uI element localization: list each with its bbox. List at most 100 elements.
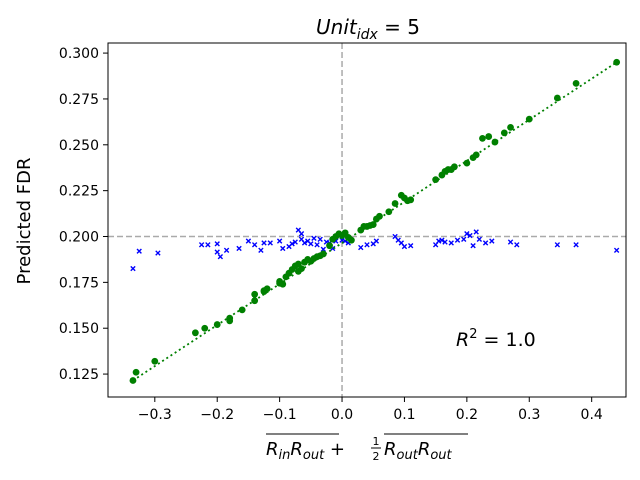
green-circle-point	[251, 290, 259, 298]
blue-x-point	[613, 247, 620, 253]
y-tick-label: 0.125	[59, 367, 99, 383]
green-circle-point	[279, 280, 287, 288]
y-tick-label: 0.200	[59, 230, 99, 246]
blue-x-point	[198, 242, 205, 248]
title-base: Unit	[316, 15, 358, 39]
green-circle-point	[369, 221, 377, 228]
green-circle-point	[391, 200, 399, 207]
x-tick-label: 0.2	[456, 407, 478, 423]
blue-x-point	[301, 240, 308, 246]
x-label-plus: +	[324, 439, 345, 460]
green-circle-point	[132, 368, 140, 376]
y-axis-label: Predicted FDR	[14, 158, 35, 285]
blue-x-point	[317, 236, 323, 242]
blue-x-point	[251, 242, 258, 248]
blue-x-point	[467, 232, 473, 239]
green-circle-point	[251, 297, 259, 305]
chart-title: Unitidx = 5	[316, 15, 420, 43]
green-circle-point	[432, 176, 440, 184]
blue-x-point	[205, 242, 211, 248]
blue-x-point	[373, 238, 380, 244]
blue-x-point	[507, 239, 514, 245]
y-tick-label: 0.175	[59, 275, 99, 291]
x-tick-label: −0.3	[138, 407, 172, 423]
y-tick-label: 0.275	[59, 92, 99, 108]
green-circle-point	[507, 123, 514, 131]
green-circle-point	[407, 196, 415, 204]
x-label-term2-sub2: out	[430, 448, 452, 463]
green-circle-point	[450, 163, 458, 171]
x-label-term2-sub1: out	[397, 448, 419, 463]
green-circle-point	[376, 212, 383, 220]
y-tick-label: 0.300	[59, 46, 99, 62]
blue-x-point	[276, 238, 283, 244]
blue-x-point	[155, 250, 161, 256]
svg-text:RoutRout: RoutRout	[384, 439, 453, 463]
green-circle-point	[129, 377, 137, 384]
blue-x-point	[320, 246, 327, 253]
green-circle-point	[326, 242, 333, 250]
blue-x-point	[454, 237, 461, 243]
green-circle-point	[613, 58, 621, 66]
blue-x-point	[292, 239, 298, 245]
blue-x-point	[473, 229, 479, 235]
blue-x-point	[461, 236, 467, 242]
blue-x-point	[267, 240, 273, 246]
blue-x-point	[223, 247, 230, 253]
y-tick-label: 0.150	[59, 321, 99, 337]
green-circle-point	[553, 94, 561, 102]
blue-x-point	[308, 241, 314, 247]
blue-x-point	[358, 244, 364, 251]
blue-x-point	[554, 242, 561, 248]
x-tick-label: 0.1	[393, 407, 415, 423]
x-tick-label: 0.0	[331, 407, 353, 423]
blue-x-point	[407, 242, 414, 249]
blue-x-point	[489, 238, 495, 244]
blue-x-point	[236, 245, 242, 252]
blue-x-point	[280, 245, 286, 252]
green-circle-point	[485, 133, 493, 140]
blue-x-point	[217, 253, 224, 260]
blue-x-point	[442, 239, 448, 245]
green-circle-point	[191, 329, 199, 337]
r2-rest: = 1.0	[477, 329, 535, 351]
green-circle-point	[463, 159, 471, 167]
green-circle-point	[298, 265, 305, 273]
plot-frame	[107, 42, 627, 398]
r-squared-annotation: R2 = 1.0	[456, 327, 536, 351]
green-circle-point	[213, 321, 221, 328]
blue-x-point	[298, 231, 305, 237]
x-label-term2-mid: R	[418, 439, 431, 460]
green-circle-point	[479, 134, 486, 142]
x-label-term2: R	[384, 439, 397, 460]
green-circle-point	[472, 151, 480, 159]
x-tick-label: −0.1	[263, 407, 297, 423]
r2-base: R	[456, 329, 469, 351]
svg-text:RinRout +: RinRout +	[266, 439, 345, 463]
green-circle-point	[491, 138, 499, 146]
x-label-term1-mid: R	[290, 439, 303, 460]
x-label-term1-sub-in: in	[279, 448, 291, 463]
plot-area: −0.3 −0.2 −0.1 0.0 0.1 0.2 0.3 0.4 0.125 0.150 0.1…	[59, 42, 627, 423]
y-tick-label: 0.250	[59, 138, 99, 154]
green-circle-point	[226, 314, 234, 322]
blue-x-point	[464, 231, 470, 237]
blue-x-point	[314, 242, 320, 248]
blue-x-point	[258, 247, 264, 253]
blue-x-point	[401, 243, 408, 250]
blue-x-point	[130, 265, 136, 272]
x-axis-label: RinRout + 1 2 RoutRout	[266, 433, 468, 463]
blue-x-point	[261, 240, 267, 246]
blue-x-point	[514, 242, 520, 248]
blue-x-point	[476, 236, 483, 242]
green-circle-point	[572, 79, 580, 87]
green-circle-point	[347, 236, 355, 244]
blue-x-point	[245, 238, 252, 244]
title-subscript: idx	[357, 27, 379, 43]
green-circle-point	[238, 306, 246, 314]
x-label-term1: R	[266, 439, 279, 460]
blue-x-point	[214, 249, 220, 255]
blue-x-point	[364, 242, 370, 248]
blue-x-point	[482, 240, 489, 246]
blue-x-point	[311, 235, 317, 242]
